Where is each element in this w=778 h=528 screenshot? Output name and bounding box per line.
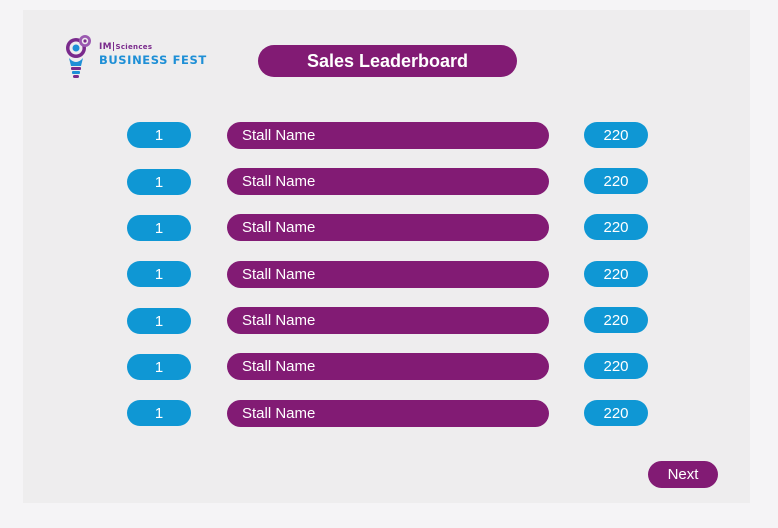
score-badge: 220 <box>584 261 648 287</box>
score-badge: 220 <box>584 307 648 333</box>
stall-name: Stall Name <box>227 122 549 149</box>
leaderboard-panel: IM|Sciences BUSINESS FEST Sales Leaderbo… <box>23 10 750 503</box>
rank-badge: 1 <box>127 169 191 195</box>
score-badge: 220 <box>584 122 648 148</box>
stall-name: Stall Name <box>227 353 549 380</box>
lightbulb-logo-icon <box>66 35 91 78</box>
next-button[interactable]: Next <box>648 461 718 488</box>
score-badge: 220 <box>584 400 648 426</box>
score-badge: 220 <box>584 168 648 194</box>
stall-name: Stall Name <box>227 214 549 241</box>
rank-badge: 1 <box>127 400 191 426</box>
page-title: Sales Leaderboard <box>258 45 517 77</box>
rank-badge: 1 <box>127 215 191 241</box>
stall-name: Stall Name <box>227 307 549 334</box>
business-fest-logo: IM|Sciences BUSINESS FEST <box>63 32 206 82</box>
stall-name: Stall Name <box>227 400 549 427</box>
score-badge: 220 <box>584 353 648 379</box>
logo-top-text: IM|Sciences <box>99 42 153 52</box>
rank-badge: 1 <box>127 122 191 148</box>
stall-name: Stall Name <box>227 261 549 288</box>
rank-badge: 1 <box>127 308 191 334</box>
logo-main-text: BUSINESS FEST <box>99 53 207 67</box>
score-badge: 220 <box>584 214 648 240</box>
stall-name: Stall Name <box>227 168 549 195</box>
rank-badge: 1 <box>127 354 191 380</box>
rank-badge: 1 <box>127 261 191 287</box>
